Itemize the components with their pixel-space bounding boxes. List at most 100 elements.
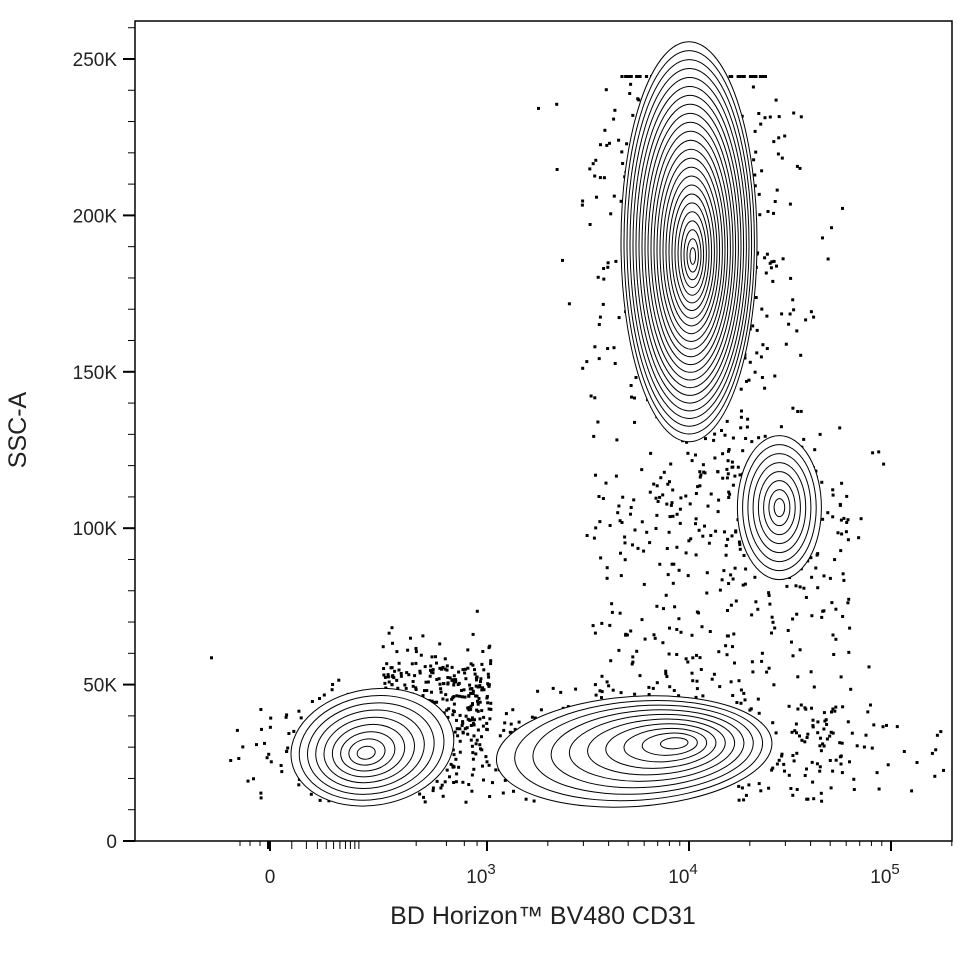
event-dot <box>717 498 721 502</box>
event-dot <box>446 715 450 719</box>
event-dot <box>881 725 885 729</box>
event-dot <box>792 111 796 115</box>
event-dot <box>791 754 795 757</box>
event-dot <box>741 583 745 587</box>
event-dot <box>591 162 595 166</box>
event-dot <box>480 709 484 713</box>
event-dot <box>709 492 713 496</box>
event-dot <box>915 761 919 764</box>
event-dot <box>450 697 454 701</box>
event-dot <box>670 562 674 566</box>
event-dot <box>457 765 461 769</box>
event-dot <box>241 745 245 749</box>
event-dot <box>469 691 473 695</box>
event-dot <box>803 774 807 777</box>
event-dot <box>318 798 322 802</box>
contour-line <box>736 435 822 581</box>
event-dot <box>471 692 475 695</box>
event-dot <box>758 75 762 78</box>
event-dot <box>763 434 767 438</box>
event-dot <box>598 315 602 319</box>
event-dot <box>429 668 432 672</box>
event-dot <box>602 267 606 270</box>
event-dot <box>517 720 521 724</box>
event-dot <box>753 575 757 579</box>
event-dot <box>805 797 809 801</box>
event-dot <box>810 575 814 579</box>
event-dot <box>606 261 610 265</box>
event-dot <box>783 134 787 138</box>
event-dot <box>824 718 828 722</box>
event-dot <box>607 684 611 688</box>
event-dot <box>610 602 614 606</box>
event-dot <box>723 530 726 534</box>
event-dot <box>632 498 636 502</box>
event-dot <box>486 701 490 705</box>
event-dot <box>481 764 484 768</box>
event-dot <box>447 707 451 711</box>
event-dot <box>850 731 854 735</box>
event-dot <box>699 668 703 671</box>
event-dot <box>452 781 456 784</box>
event-dot <box>467 783 471 786</box>
event-dot <box>418 792 422 796</box>
y-tick-label: 100K <box>73 519 118 540</box>
contour-line <box>629 68 750 419</box>
event-dot <box>393 669 397 673</box>
event-dot <box>839 675 843 679</box>
event-dot <box>697 528 701 532</box>
x-tick-label: 104 <box>668 861 697 888</box>
event-dot <box>463 671 467 675</box>
event-dot <box>509 722 513 726</box>
event-dot <box>831 488 835 492</box>
event-dot <box>455 772 459 776</box>
event-dot <box>759 789 763 793</box>
event-dot <box>533 716 537 720</box>
event-dot <box>754 600 758 604</box>
event-dot <box>460 695 464 699</box>
contour-line <box>323 716 415 784</box>
event-dot <box>841 705 845 709</box>
event-dot <box>617 648 621 652</box>
contour-line <box>550 709 745 789</box>
event-dot <box>840 771 844 775</box>
event-dot <box>771 766 775 770</box>
x-axis: 0 103 104 105 <box>239 841 953 888</box>
event-dot <box>423 800 427 804</box>
event-dot <box>581 366 585 370</box>
event-dot <box>838 503 842 507</box>
event-dot <box>734 530 738 534</box>
event-dot <box>846 518 850 522</box>
event-dot <box>791 793 795 797</box>
event-dot <box>730 465 734 469</box>
event-dot <box>474 684 478 688</box>
y-tick-label: 0 <box>106 832 117 853</box>
event-dot <box>383 675 387 679</box>
event-dot <box>425 689 429 692</box>
event-dot <box>588 167 592 171</box>
y-tick-label: 50K <box>83 676 117 697</box>
event-dot <box>651 686 655 690</box>
event-dot <box>285 749 289 753</box>
event-dot <box>767 591 771 595</box>
event-dot <box>756 251 760 255</box>
event-dot <box>698 475 702 479</box>
event-dot <box>405 671 409 675</box>
event-dot <box>727 448 731 451</box>
event-dot <box>446 682 450 686</box>
event-dot <box>487 707 491 711</box>
event-dot <box>725 467 729 471</box>
event-dot <box>791 298 795 302</box>
event-dot <box>862 745 866 749</box>
contour-line <box>623 50 755 435</box>
event-dot <box>482 715 486 719</box>
event-dot <box>503 778 507 782</box>
contour-line <box>773 498 786 518</box>
event-dot <box>479 677 483 681</box>
event-dot <box>297 783 301 787</box>
event-dot <box>821 609 825 613</box>
event-dot <box>604 481 608 485</box>
event-dot <box>474 752 478 756</box>
event-dot <box>480 735 483 739</box>
event-dot <box>454 757 458 761</box>
